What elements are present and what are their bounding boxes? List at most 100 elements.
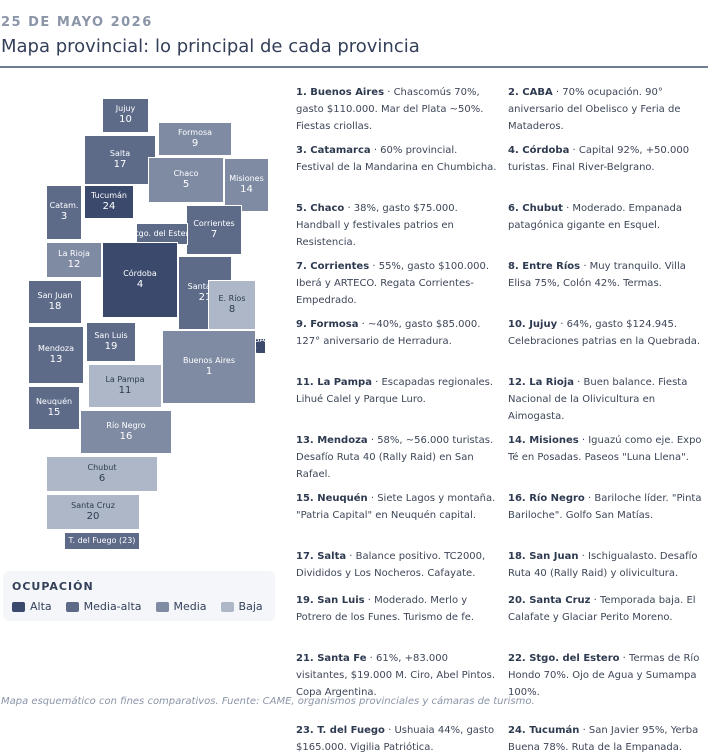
list-item: 4. Córdoba · Capital 92%, +50.000 turist… [508,142,708,176]
list-item: 5. Chaco · 38%, gasto $75.000. Handball … [296,200,498,251]
province-rio-negro: Río Negro 16 [80,410,172,454]
list-item-title: 8. Entre Ríos [508,261,580,272]
legend-title: OCUPACIÓN [12,580,94,593]
list-item-text: · Temporada baja. El Calafate y Glaciar … [508,595,696,623]
province-name: Buenos Aires [182,355,236,365]
list-item-number: 12. [508,377,526,388]
province-rank: 10 [119,114,132,126]
list-item-title: 17. Salta [296,551,346,562]
footer-note: Mapa esquemático con fines comparativos.… [1,696,535,707]
province-mendoza: Mendoza 13 [28,326,84,384]
province-catamarca: Catam. 3 [46,185,82,240]
list-item-text: · Balance positivo. TC2000, Divididos y … [296,551,486,579]
province-santa-cruz: Santa Cruz 20 [46,494,140,530]
list-item: 21. Santa Fe · 61%, +83.000 visitantes, … [296,650,498,701]
list-item-number: 18. [508,551,526,562]
list-item-number: 14. [508,435,526,446]
legend-item: Media [155,600,207,613]
list-item-text: · Termas de Río Hondo 70%. Ojo de Agua y… [508,653,700,698]
legend-items: Alta Media-alta Media Baja [12,600,263,613]
province-jujuy: Jujuy 10 [102,98,149,133]
list-item-text: · 70% ocupación. 90° aniversario del Obe… [508,87,681,132]
list-item: 19. San Luis · Moderado. Merlo y Potrero… [296,592,498,626]
province-rank: 9 [191,137,199,149]
province-entre-rios: E. Ríos 8 [208,280,256,330]
list-item-title: 11. La Pampa [296,377,372,388]
province-name: Mendoza [38,343,74,353]
province-la-rioja: La Rioja 12 [46,242,102,278]
province-name: Tucumán [91,190,127,200]
list-item: 7. Corrientes · 55%, gasto $100.000. Ibe… [296,258,498,309]
list-item-name: Buenos Aires [310,87,385,98]
list-item: 12. La Rioja · Buen balance. Fiesta Naci… [508,374,708,425]
list-item-name: San Juan [529,551,579,562]
list-item-title: 14. Misiones [508,435,579,446]
list-item-number: 3. [296,145,307,156]
province-rank: 3 [60,211,68,223]
province-name: Neuquén [35,396,73,406]
legend-item: Alta [12,600,52,613]
province-name: Jujuy [115,104,136,114]
province-chaco: Chaco 5 [148,157,224,203]
list-item-name: Jujuy [529,319,558,330]
province-rank: 18 [48,300,62,312]
list-item-number: 15. [296,493,314,504]
list-item: 2. CABA · 70% ocupación. 90° aniversario… [508,84,708,135]
list-item-number: 20. [508,595,526,606]
province-misiones: Misiones 14 [224,158,269,212]
province-rank: 20 [86,510,100,522]
list-item-number: 10. [508,319,526,330]
province-rank: 7 [210,228,218,240]
page-title: Mapa provincial: lo principal de cada pr… [1,36,420,57]
list-item-title: 6. Chubut [508,203,563,214]
list-item-text: · Buen balance. Fiesta Nacional de la Ol… [508,377,688,422]
list-item-text: · 58%, ~56.000 turistas. Desafío Ruta 40… [296,435,494,480]
province-neuquen: Neuquén 15 [28,386,80,430]
list-item-title: 5. Chaco [296,203,344,214]
list-item: 15. Neuquén · Siete Lagos y montaña. "Pa… [296,490,498,524]
province-corrientes: Corrientes 7 [186,205,242,255]
province-name: Misiones [229,173,264,183]
list-item-number: 7. [296,261,307,272]
legend: OCUPACIÓN Alta Media-alta Media Baja [3,571,275,621]
list-item-name: Tucumán [529,725,580,736]
province-rank: 6 [98,472,106,484]
province-name: E. Ríos [218,293,246,303]
province-rank: 5 [182,178,190,190]
province-rank: 4 [136,278,144,290]
province-santiago: Stgo. del Estero [136,223,188,245]
list-item-text: · 60% provincial. Festival de la Mandari… [296,145,497,173]
province-rank: 13 [49,353,63,365]
list-item: 17. Salta · Balance positivo. TC2000, Di… [296,548,498,582]
list-item-number: 5. [296,203,307,214]
province-name: San Juan [37,290,73,300]
province-name: Santa Fe [187,281,223,291]
province-name: Catam. [49,201,79,211]
province-formosa: Formosa 9 [158,122,232,156]
province-name: La Pampa [105,374,145,384]
province-tucuman: Tucumán 24 [84,185,134,219]
list-item-text: · Iguazú como eje. Expo Té en Posadas. P… [508,435,702,463]
province-rank: 19 [104,340,118,352]
list-item: 3. Catamarca · 60% provincial. Festival … [296,142,498,176]
province-rank: 12 [67,258,81,270]
province-name: Santa Cruz [71,500,115,510]
list-item-name: San Luis [317,595,365,606]
province-salta: Salta 17 [84,135,156,185]
province-san-juan: San Juan 18 [28,280,82,324]
list-item-name: Río Negro [529,493,585,504]
list-item-name: Santa Fe [317,653,367,664]
province-san-luis: San Luis 19 [86,322,136,362]
list-item-name: Córdoba [522,145,570,156]
list-item-number: 8. [508,261,519,272]
list-item-title: 24. Tucumán [508,725,579,736]
province-rank: 24 [102,200,116,212]
list-item-number: 9. [296,319,307,330]
list-item-text: · Chascomús 70%, gasto $110.000. Mar del… [296,87,484,132]
list-item-text: · 55%, gasto $100.000. Iberá y ARTECO. R… [296,261,490,306]
legend-label: Baja [238,600,263,613]
list-item-title: 10. Jujuy [508,319,557,330]
list-item-title: 2. CABA [508,87,553,98]
list-item-number: 11. [296,377,314,388]
list-item: 24. Tucumán · San Javier 95%, Yerba Buen… [508,722,708,756]
